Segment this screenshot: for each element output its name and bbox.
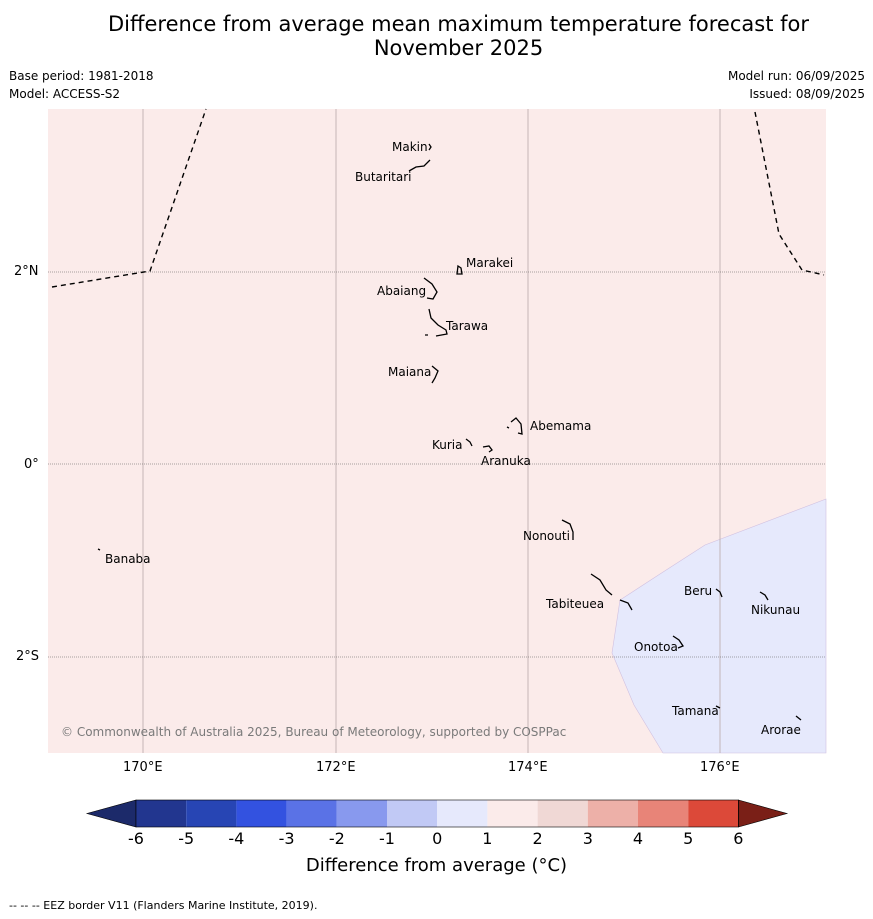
- butaritari-outline: [408, 159, 431, 172]
- island-label-beru: Beru: [684, 584, 712, 598]
- colorbar-label: Difference from average (°C): [305, 855, 568, 876]
- island-label-tabiteuea: Tabiteuea: [545, 597, 604, 611]
- metadata-left: Base period: 1981-2018 Model: ACCESS-S2: [9, 67, 154, 103]
- island-label-tarawa: Tarawa: [445, 319, 488, 333]
- colorbar-segment: [387, 800, 438, 827]
- makin-outline: [428, 143, 432, 151]
- island-outlines: [97, 143, 802, 721]
- colorbar-segment: [688, 800, 739, 827]
- tarawa-outline: [425, 308, 448, 337]
- colorbar-tick-label: 5: [683, 829, 694, 848]
- abemama-outline: [506, 417, 523, 435]
- onotoa-outline: [672, 635, 684, 649]
- eez-border-west: [51, 108, 207, 288]
- beru-outline: [715, 588, 723, 598]
- arorae-outline: [795, 715, 802, 721]
- colorbar-segment: [336, 800, 387, 827]
- metadata-right: Model run: 06/09/2025 Issued: 08/09/2025: [728, 67, 865, 103]
- island-label-banaba: Banaba: [105, 552, 151, 566]
- cool-anomaly-region: [611, 498, 827, 754]
- colorbar-tick-label: 3: [582, 829, 593, 848]
- colorbar-segment: [437, 800, 488, 827]
- issued-date: Issued: 08/09/2025: [749, 87, 865, 101]
- island-label-nonouti: Nonouti: [523, 529, 570, 543]
- colorbar-tick-label: -4: [228, 829, 245, 848]
- eez-border-east: [754, 111, 825, 276]
- lat-label-2n: 2°N: [14, 264, 39, 279]
- copyright-notice: © Commonwealth of Australia 2025, Bureau…: [61, 725, 566, 739]
- island-label-maiana: Maiana: [388, 365, 431, 379]
- colorbar-tick-label: -1: [379, 829, 395, 848]
- island-label-arorae: Arorae: [761, 723, 801, 737]
- colorbar-tick-label: 4: [632, 829, 644, 848]
- colorbar-tick-label: 2: [532, 829, 543, 848]
- island-label-kuria: Kuria: [432, 438, 463, 452]
- colorbar-extend-max: [738, 799, 789, 828]
- island-label-marakei: Marakei: [466, 256, 513, 270]
- colorbar-tick-label: -3: [278, 829, 295, 848]
- lat-label-2s: 2°S: [16, 649, 40, 664]
- island-label-abaiang: Abaiang: [377, 284, 426, 298]
- colorbar-frame: [135, 799, 739, 828]
- maiana-outline: [431, 365, 439, 384]
- island-label-nikunau: Nikunau: [751, 603, 800, 617]
- model-name: Model: ACCESS-S2: [9, 87, 121, 101]
- island-label-makin: Makin: [392, 140, 428, 154]
- model-run: Model run: 06/09/2025: [727, 69, 865, 83]
- island-label-onotoa: Onotoa: [634, 640, 678, 654]
- tabiteuea-outline: [590, 573, 633, 611]
- colorbar-segment: [236, 800, 287, 827]
- colorbar-extend-min: [85, 799, 137, 828]
- colorbar-segment: [186, 800, 237, 827]
- lon-label-174e: 174°E: [508, 760, 548, 775]
- eez-border-note: -- -- -- EEZ border V11 (Flanders Marine…: [9, 899, 318, 912]
- lon-label-170e: 170°E: [123, 760, 163, 775]
- nonouti-outline: [561, 519, 574, 540]
- colorbar-segments: [85, 799, 789, 828]
- colorbar-tick-label: 6: [733, 829, 744, 848]
- banaba-outline: [97, 548, 101, 551]
- abaiang-outline: [423, 277, 438, 300]
- nikunau-outline: [759, 591, 769, 601]
- island-label-aranuka: Aranuka: [481, 454, 531, 468]
- colorbar-segment: [487, 800, 538, 827]
- lon-label-172e: 172°E: [316, 760, 356, 775]
- colorbar-segment: [286, 800, 337, 827]
- colorbar-segment: [587, 800, 638, 827]
- colorbar-tick-label: 1: [482, 829, 493, 848]
- colorbar-tick-label: -5: [178, 829, 195, 848]
- colorbar-tick-label: -2: [328, 829, 345, 848]
- lon-label-176e: 176°E: [700, 760, 740, 775]
- colorbar-segment: [537, 800, 588, 827]
- lat-label-equator: 0°: [24, 457, 39, 472]
- island-label-tamana: Tamana: [671, 704, 719, 718]
- island-label-butaritari: Butaritari: [355, 170, 412, 184]
- base-period: Base period: 1981-2018: [9, 69, 154, 83]
- kuria-outline: [465, 438, 473, 447]
- colorbar-segment: [638, 800, 689, 827]
- tamana-outline: [715, 705, 721, 709]
- colorbar-tick-label: 0: [432, 829, 443, 848]
- colorbar-tick-label: -6: [128, 829, 144, 848]
- aranuka-outline: [482, 445, 493, 453]
- marakei-outline: [456, 264, 463, 275]
- colorbar-segment: [136, 800, 187, 827]
- map-title: Difference from average mean maximum tem…: [108, 12, 809, 60]
- island-label-abemama: Abemama: [530, 419, 591, 433]
